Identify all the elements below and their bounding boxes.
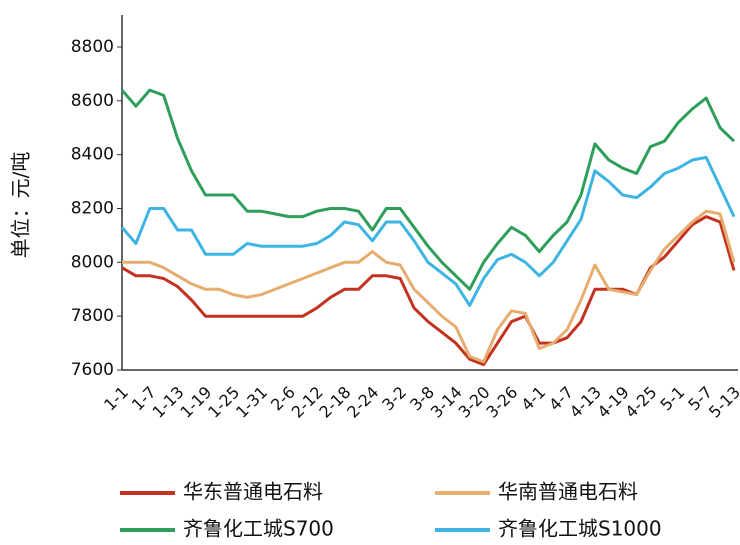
y-tick-label: 8600: [71, 91, 114, 111]
y-tick-label: 8800: [71, 37, 114, 57]
x-tick-label: 1-1: [100, 383, 132, 415]
y-tick-label: 8400: [71, 145, 114, 165]
y-tick-label: 8000: [71, 252, 114, 272]
y-axis-label: 单位：元/吨: [9, 152, 33, 259]
legend-label: 齐鲁化工城S700: [183, 517, 334, 541]
legend-label: 华东普通电石料: [183, 480, 323, 504]
series-line: [122, 209, 736, 364]
x-tick-label: 5-1: [656, 383, 688, 415]
series-line: [120, 155, 736, 307]
series-line: [120, 88, 736, 291]
x-tick-label: 4-1: [517, 383, 549, 415]
x-tick-label: 3-26: [482, 383, 521, 422]
y-tick-label: 7800: [71, 306, 114, 326]
y-tick-label: 7600: [71, 360, 114, 380]
x-tick-label: 2-24: [343, 383, 382, 422]
legend-label: 华南普通电石料: [498, 480, 638, 504]
x-tick-label: 1-31: [232, 383, 271, 422]
x-tick-label: 4-25: [621, 383, 660, 422]
x-tick-label: 5-13: [705, 383, 740, 422]
x-tick-label: 3-2: [378, 383, 410, 415]
y-tick-label: 8200: [71, 199, 114, 219]
legend-label: 齐鲁化工城S1000: [498, 517, 662, 541]
